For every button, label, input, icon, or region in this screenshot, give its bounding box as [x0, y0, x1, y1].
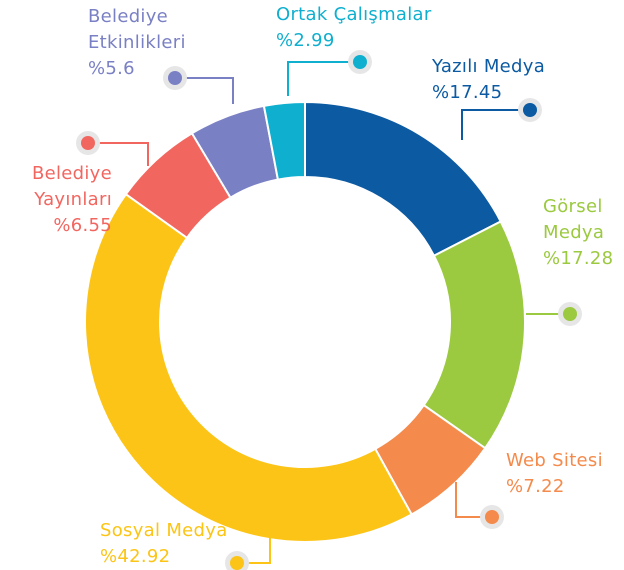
- slice-label: Ortak Çalışmalar %2.99: [276, 2, 496, 54]
- value-label: %6.55: [53, 215, 112, 236]
- category-name: Görsel Medya: [543, 196, 605, 243]
- marker-dot: [563, 307, 577, 321]
- value-label: %17.45: [432, 82, 503, 103]
- category-name: Sosyal Medya: [100, 520, 228, 541]
- category-name: Yazılı Medya: [432, 56, 546, 77]
- category-name: Web Sitesi: [506, 450, 603, 471]
- leader-line: [175, 77, 234, 104]
- leader-line: [88, 142, 149, 166]
- category-name: Ortak Çalışmalar: [276, 4, 432, 25]
- value-label: %2.99: [276, 30, 335, 51]
- leader-line: [287, 61, 360, 96]
- slice-label: Yazılı Medya %17.45: [432, 54, 624, 106]
- donut-slice: [84, 192, 414, 543]
- marker-dot: [230, 556, 244, 570]
- marker-dot: [81, 136, 95, 150]
- category-name: Belediye Yayınları: [31, 163, 112, 210]
- marker-dot: [353, 55, 367, 69]
- slice-label: Belediye Yayınları %6.55: [12, 161, 112, 239]
- donut-slice: [262, 100, 306, 181]
- value-label: %17.28: [543, 248, 614, 269]
- marker-dot: [485, 510, 499, 524]
- slice-label: Görsel Medya %17.28: [543, 194, 623, 272]
- slice-label: Web Sitesi %7.22: [506, 448, 624, 500]
- marker-dot: [523, 103, 537, 117]
- slice-label: Belediye Etkinlikleri %5.6: [88, 4, 208, 82]
- donut-slice: [422, 220, 526, 450]
- slice-label: Sosyal Medya %42.92: [100, 518, 300, 570]
- value-label: %42.92: [100, 546, 171, 567]
- leader-line: [461, 109, 530, 140]
- donut-slice: [304, 100, 503, 258]
- value-label: %7.22: [506, 476, 565, 497]
- category-name: Belediye Etkinlikleri: [88, 6, 186, 53]
- marker-dot: [168, 71, 182, 85]
- value-label: %5.6: [88, 58, 135, 79]
